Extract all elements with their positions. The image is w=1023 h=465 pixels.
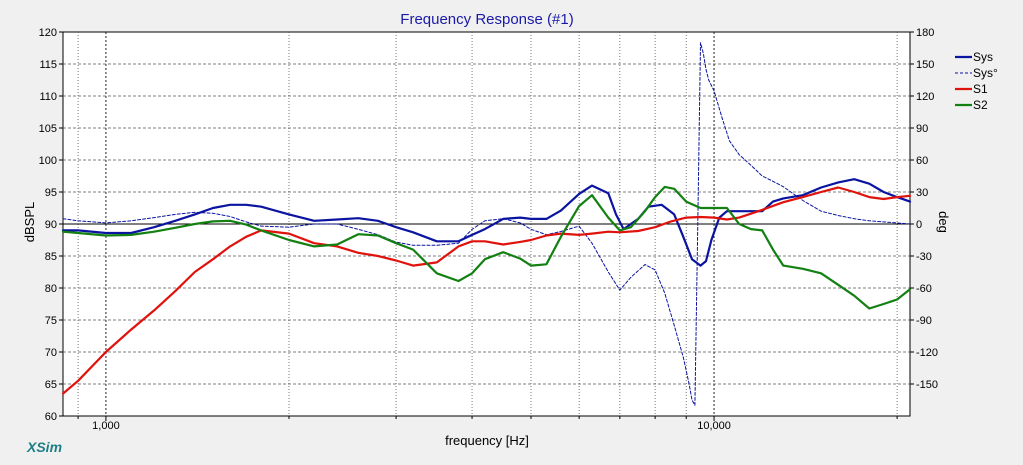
chart-title: Frequency Response (#1) — [400, 11, 573, 28]
app-brand: XSim — [26, 439, 62, 455]
y-tick-label: 110 — [39, 91, 57, 103]
x-tick-label: 10,000 — [697, 420, 731, 432]
y-tick-label: 70 — [45, 347, 57, 359]
y2-tick-label: -150 — [916, 379, 938, 391]
y2-tick-label: -30 — [916, 251, 932, 263]
y2-tick-label: 0 — [916, 219, 922, 231]
y-tick-label: 65 — [45, 379, 57, 391]
x-axis-ticks: 1,000 10,000 — [77, 416, 898, 432]
legend-label: Sys° — [973, 66, 998, 80]
y-tick-label: 115 — [39, 59, 57, 71]
series-line-sys-phase — [62, 42, 911, 406]
series-line-sys — [61, 178, 912, 267]
y-tick-label: 75 — [45, 315, 57, 327]
y-tick-label: 90 — [45, 219, 57, 231]
y-tick-label: 100 — [39, 155, 57, 167]
legend: Sys Sys° S1 S2 — [955, 50, 998, 112]
y2-tick-label: 180 — [916, 27, 934, 39]
y2-tick-label: 150 — [916, 59, 934, 71]
y-tick-label: 105 — [39, 123, 57, 135]
series-line-s2 — [61, 185, 912, 310]
y2-axis-label: deg — [936, 211, 951, 233]
y2-tick-label: 60 — [916, 155, 928, 167]
y-tick-label: 60 — [45, 411, 57, 423]
y-axis-ticks: 60 65 70 75 80 85 90 95 100 105 110 115 120 — [39, 27, 63, 423]
y-tick-label: 80 — [45, 283, 57, 295]
y2-tick-label: -120 — [916, 347, 938, 359]
y-tick-label: 85 — [45, 251, 57, 263]
grid-major — [63, 32, 910, 416]
legend-label: Sys — [973, 50, 993, 64]
y-tick-label: 120 — [39, 27, 57, 39]
y2-tick-label: -60 — [916, 283, 932, 295]
y-tick-label: 95 — [45, 187, 57, 199]
x-tick-label: 1,000 — [92, 420, 120, 432]
y2-tick-label: 30 — [916, 187, 928, 199]
legend-label: S1 — [973, 82, 988, 96]
series-line-s1 — [61, 186, 912, 395]
series-layer — [61, 42, 912, 406]
legend-label: S2 — [973, 98, 988, 112]
y2-tick-label: -90 — [916, 315, 932, 327]
y-axis-label: dBSPL — [22, 202, 37, 242]
x-axis-label: frequency [Hz] — [445, 433, 529, 448]
y2-tick-label: 90 — [916, 123, 928, 135]
y2-axis-ticks: -150 -120 -90 -60 -30 0 30 60 90 120 150 180 — [910, 27, 938, 391]
y2-tick-label: 120 — [916, 91, 934, 103]
